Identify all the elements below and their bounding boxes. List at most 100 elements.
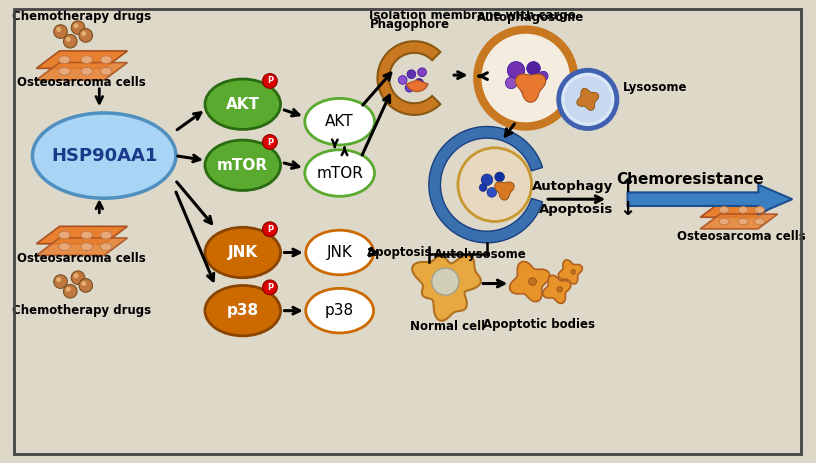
Circle shape	[418, 68, 427, 76]
Circle shape	[539, 71, 548, 81]
Ellipse shape	[100, 56, 112, 63]
Circle shape	[54, 275, 68, 288]
Circle shape	[79, 29, 92, 42]
Circle shape	[263, 280, 277, 294]
Circle shape	[505, 77, 517, 89]
Text: Chemoresistance: Chemoresistance	[617, 172, 765, 188]
Text: mTOR: mTOR	[317, 166, 363, 181]
Circle shape	[500, 185, 508, 193]
Text: mTOR: mTOR	[217, 158, 268, 173]
Text: Osteosarcoma cells: Osteosarcoma cells	[17, 252, 146, 265]
Ellipse shape	[59, 56, 70, 63]
Circle shape	[56, 277, 61, 282]
Text: Apoptosis: Apoptosis	[539, 203, 613, 216]
Circle shape	[481, 174, 493, 186]
Circle shape	[559, 70, 617, 128]
Ellipse shape	[33, 113, 176, 198]
Text: Osteosarcoma cells: Osteosarcoma cells	[676, 230, 805, 243]
Ellipse shape	[100, 68, 112, 75]
Ellipse shape	[205, 79, 281, 130]
Circle shape	[64, 34, 77, 48]
Text: Chemotherapy drugs: Chemotherapy drugs	[12, 11, 152, 24]
Ellipse shape	[719, 218, 729, 225]
Text: AKT: AKT	[326, 114, 354, 129]
Text: P: P	[267, 283, 273, 292]
Text: ↓: ↓	[619, 200, 635, 219]
Text: HSP90AA1: HSP90AA1	[51, 147, 157, 164]
Ellipse shape	[755, 218, 765, 225]
Text: Apoptosis: Apoptosis	[367, 246, 432, 259]
Text: P: P	[267, 225, 273, 234]
Circle shape	[405, 83, 414, 92]
Circle shape	[494, 172, 504, 182]
Circle shape	[64, 284, 77, 298]
Text: JNK: JNK	[228, 245, 258, 260]
Circle shape	[73, 23, 78, 28]
Circle shape	[82, 281, 86, 286]
Circle shape	[71, 21, 85, 34]
Text: Isolation membrane with cargo: Isolation membrane with cargo	[369, 8, 576, 22]
Circle shape	[263, 135, 277, 149]
Ellipse shape	[305, 99, 375, 145]
Circle shape	[79, 279, 92, 292]
Text: ↑: ↑	[619, 177, 635, 196]
Wedge shape	[406, 80, 428, 92]
Circle shape	[458, 148, 531, 221]
Ellipse shape	[81, 243, 92, 250]
Polygon shape	[628, 185, 792, 214]
Circle shape	[479, 184, 487, 191]
Text: Chemotherapy drugs: Chemotherapy drugs	[12, 304, 152, 317]
Polygon shape	[37, 238, 127, 256]
Circle shape	[73, 273, 78, 278]
Circle shape	[398, 75, 407, 84]
Circle shape	[66, 37, 71, 42]
Circle shape	[54, 25, 68, 38]
Ellipse shape	[306, 288, 374, 333]
Ellipse shape	[100, 231, 112, 239]
Circle shape	[66, 287, 71, 292]
Circle shape	[530, 77, 541, 89]
Circle shape	[432, 268, 459, 295]
Circle shape	[263, 222, 277, 237]
Text: Autophagosome: Autophagosome	[477, 12, 584, 25]
Ellipse shape	[738, 218, 748, 225]
Text: Normal cell: Normal cell	[410, 319, 485, 333]
Circle shape	[407, 70, 415, 79]
Text: Lysosome: Lysosome	[623, 81, 687, 94]
Ellipse shape	[719, 206, 729, 213]
Text: JNK: JNK	[326, 245, 353, 260]
Polygon shape	[37, 63, 127, 80]
Text: Autophagy: Autophagy	[532, 180, 613, 193]
Ellipse shape	[59, 243, 70, 250]
Polygon shape	[700, 214, 778, 229]
Polygon shape	[700, 202, 778, 217]
Ellipse shape	[205, 140, 281, 190]
Ellipse shape	[306, 230, 374, 275]
Polygon shape	[37, 226, 127, 244]
Circle shape	[526, 62, 540, 75]
Ellipse shape	[81, 68, 92, 75]
Ellipse shape	[755, 206, 765, 213]
Polygon shape	[558, 260, 583, 284]
Polygon shape	[429, 126, 543, 243]
Circle shape	[487, 188, 497, 197]
Circle shape	[71, 271, 85, 284]
Circle shape	[521, 85, 530, 94]
Polygon shape	[412, 256, 481, 321]
Polygon shape	[494, 182, 514, 200]
Text: p38: p38	[227, 303, 259, 318]
Circle shape	[565, 76, 611, 123]
Circle shape	[82, 31, 86, 36]
Polygon shape	[543, 275, 571, 303]
Ellipse shape	[205, 286, 281, 336]
Circle shape	[571, 269, 575, 274]
Circle shape	[56, 27, 61, 32]
Text: Autolysosome: Autolysosome	[433, 248, 526, 261]
Text: Osteosarcoma cells: Osteosarcoma cells	[17, 76, 146, 89]
Ellipse shape	[305, 150, 375, 196]
Circle shape	[529, 278, 536, 286]
Ellipse shape	[59, 68, 70, 75]
Ellipse shape	[100, 243, 112, 250]
Polygon shape	[37, 51, 127, 69]
Ellipse shape	[738, 206, 748, 213]
